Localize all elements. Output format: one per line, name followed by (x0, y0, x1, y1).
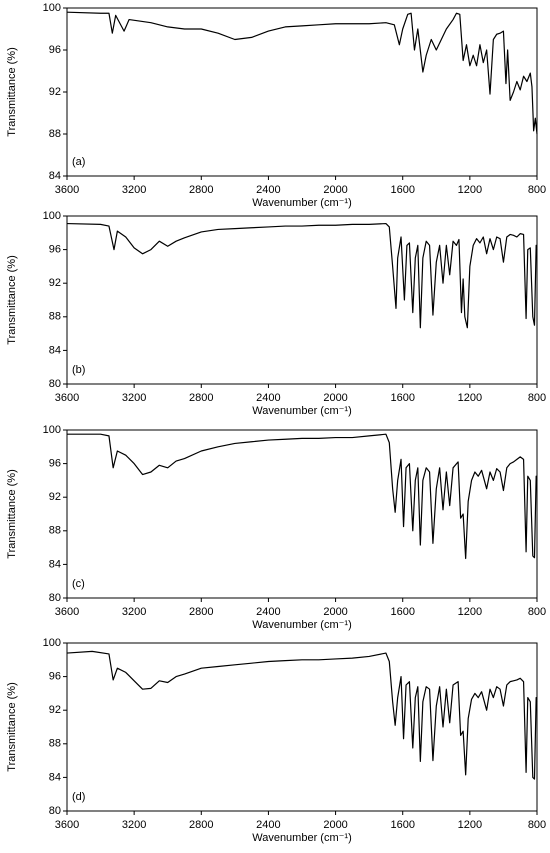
y-tick-label: 96 (49, 244, 61, 256)
x-axis-label: Wavenumber (cm⁻¹) (252, 832, 352, 844)
x-tick-label: 1600 (390, 606, 414, 618)
x-tick-label: 3600 (55, 392, 79, 404)
y-tick-label: 100 (43, 2, 61, 14)
y-tick-label: 84 (49, 771, 61, 783)
y-tick-label: 80 (49, 805, 61, 817)
x-tick-label: 1600 (390, 392, 414, 404)
x-tick-label: 800 (528, 606, 546, 618)
x-tick-label: 800 (528, 184, 546, 196)
spectrum-line (67, 433, 538, 560)
x-tick-label: 1200 (458, 819, 482, 831)
y-tick-label: 80 (49, 592, 61, 604)
x-tick-label: 3200 (122, 184, 146, 196)
x-tick-label: 3600 (55, 606, 79, 618)
x-tick-label: 1200 (458, 392, 482, 404)
x-tick-label: 3600 (55, 819, 79, 831)
x-tick-label: 2000 (323, 819, 347, 831)
x-axis-label: Wavenumber (cm⁻¹) (252, 405, 352, 417)
plot-frame (66, 429, 538, 599)
y-tick-label: 96 (49, 44, 61, 56)
x-tick-label: 1200 (458, 606, 482, 618)
x-tick-label: 800 (528, 819, 546, 831)
y-axis-label: Transmittance (%) (6, 255, 18, 344)
x-tick-label: 2400 (256, 392, 280, 404)
y-axis-label: Transmittance (%) (6, 682, 18, 771)
y-tick-label: 84 (49, 558, 61, 570)
plot-frame (66, 7, 538, 177)
y-tick-label: 88 (49, 525, 61, 537)
x-tick-label: 2800 (189, 819, 213, 831)
y-tick-label: 80 (49, 378, 61, 390)
x-tick-label: 2000 (323, 606, 347, 618)
x-tick-label: 2000 (323, 184, 347, 196)
panel-label: (b) (72, 364, 85, 376)
spectrum-line (66, 222, 538, 329)
y-tick-label: 88 (49, 128, 61, 140)
x-tick-label: 3200 (122, 392, 146, 404)
y-tick-label: 100 (43, 210, 61, 222)
x-tick-label: 800 (528, 392, 546, 404)
x-tick-label: 1600 (390, 819, 414, 831)
x-tick-label: 1200 (458, 184, 482, 196)
y-tick-label: 92 (49, 277, 61, 289)
x-tick-label: 2800 (189, 392, 213, 404)
x-tick-label: 2800 (189, 606, 213, 618)
y-axis-label: Transmittance (%) (6, 47, 18, 136)
y-tick-label: 92 (49, 491, 61, 503)
y-tick-label: 84 (49, 344, 61, 356)
y-tick-label: 88 (49, 311, 61, 323)
y-tick-label: 92 (49, 86, 61, 98)
x-tick-label: 2800 (189, 184, 213, 196)
x-tick-label: 3600 (55, 184, 79, 196)
x-tick-label: 2400 (256, 819, 280, 831)
x-axis-label: Wavenumber (cm⁻¹) (252, 619, 352, 631)
y-tick-label: 100 (43, 424, 61, 436)
panel-label: (a) (72, 156, 85, 168)
panel-label: (c) (72, 578, 85, 590)
y-tick-label: 96 (49, 458, 61, 470)
x-axis-label: Wavenumber (cm⁻¹) (252, 197, 352, 209)
x-tick-label: 1600 (390, 184, 414, 196)
x-tick-label: 2000 (323, 392, 347, 404)
plot-frame (66, 215, 538, 385)
y-tick-label: 100 (43, 637, 61, 649)
spectrum-line (66, 11, 538, 135)
x-tick-label: 2400 (256, 606, 280, 618)
y-tick-label: 84 (49, 170, 61, 182)
y-tick-label: 96 (49, 671, 61, 683)
panel-label: (d) (72, 791, 85, 803)
y-tick-label: 88 (49, 738, 61, 750)
plot-frame (66, 642, 538, 812)
spectrum-line (66, 650, 538, 780)
x-tick-label: 3200 (122, 819, 146, 831)
y-axis-label: Transmittance (%) (6, 469, 18, 558)
y-tick-label: 92 (49, 704, 61, 716)
x-tick-label: 2400 (256, 184, 280, 196)
x-tick-label: 3200 (122, 606, 146, 618)
